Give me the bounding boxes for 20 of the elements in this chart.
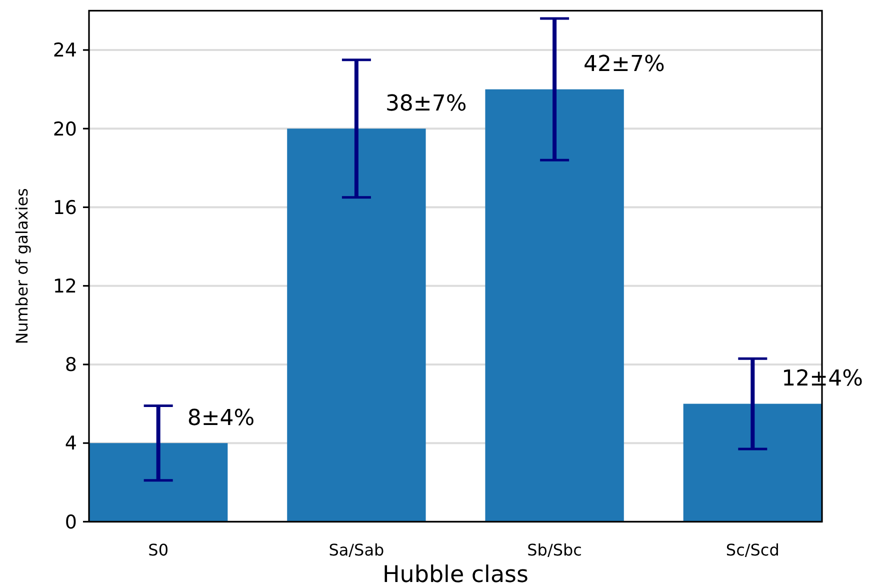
annotation: 42±7% xyxy=(584,52,665,78)
annotation: 38±7% xyxy=(385,91,467,116)
y-tick-label: 16 xyxy=(52,196,77,219)
x-tick-label: Sc/Scd xyxy=(726,540,780,560)
bar xyxy=(287,128,426,522)
bar xyxy=(89,443,228,522)
x-tick-label: S0 xyxy=(148,540,169,560)
x-axis-title: Hubble class xyxy=(382,562,529,587)
x-tick-label: Sa/Sab xyxy=(328,540,384,560)
y-tick-label: 12 xyxy=(52,276,77,298)
x-tick-label: Sb/Sbc xyxy=(527,540,582,560)
bar xyxy=(683,404,822,522)
y-tick-label: 24 xyxy=(52,40,77,62)
y-tick-label: 4 xyxy=(64,432,77,455)
y-tick-label: 20 xyxy=(52,118,77,140)
annotation: 8±4% xyxy=(187,406,255,431)
bar xyxy=(485,89,624,522)
y-tick-label: 0 xyxy=(64,511,77,534)
y-axis-title: Number of galaxies xyxy=(12,188,32,344)
y-tick-label: 8 xyxy=(64,354,77,376)
